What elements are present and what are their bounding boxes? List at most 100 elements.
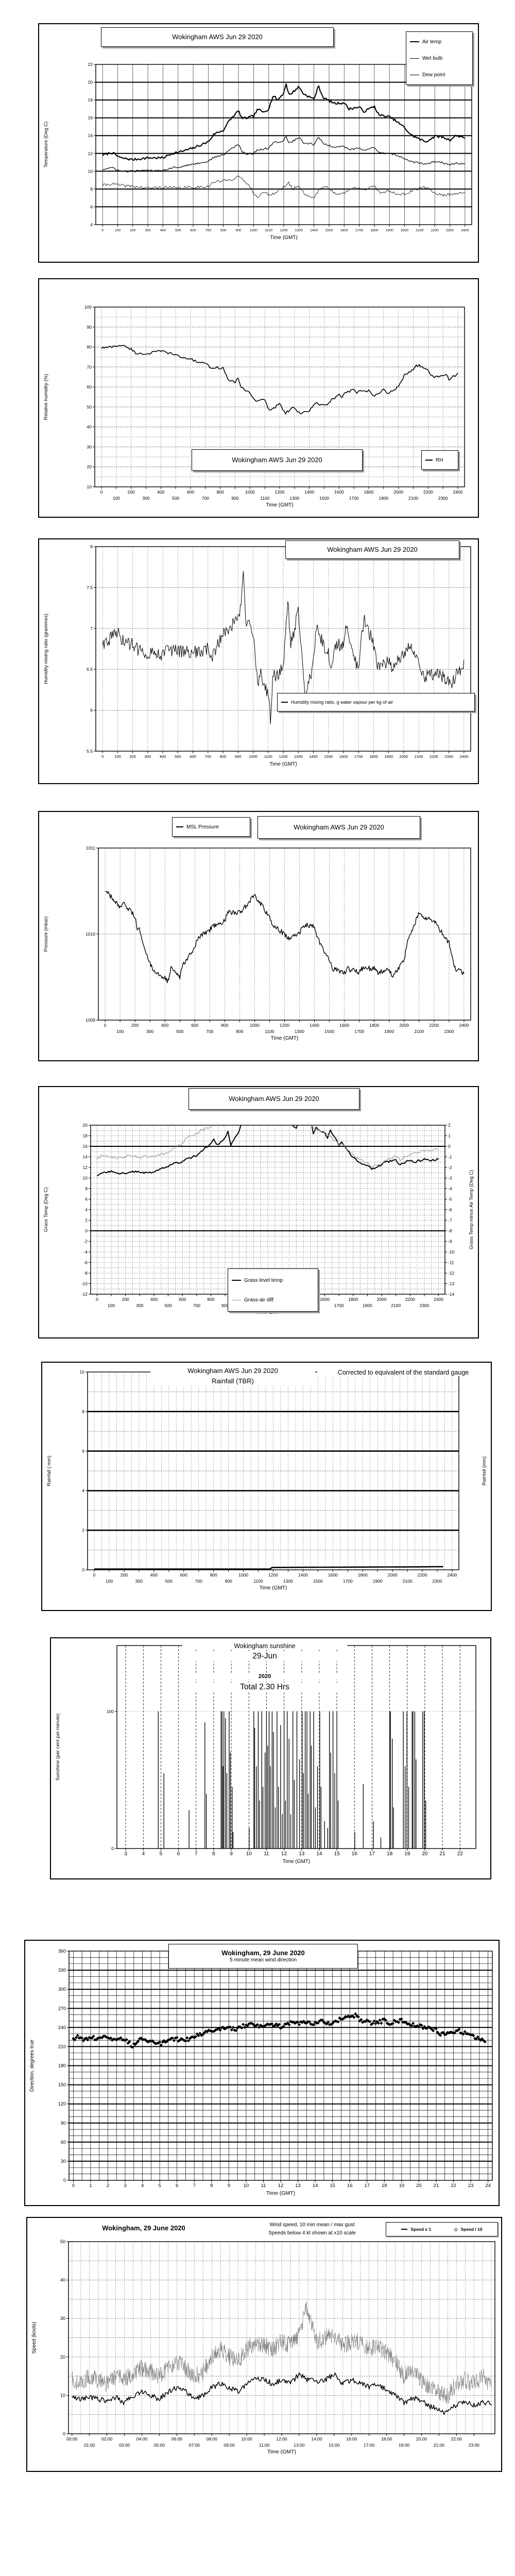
svg-text:18: 18 (387, 1851, 393, 1857)
svg-text:1300: 1300 (283, 1579, 293, 1584)
svg-text:800: 800 (220, 754, 227, 759)
svg-text:15:00: 15:00 (329, 2443, 340, 2448)
svg-text:14: 14 (83, 1155, 88, 1160)
svg-text:7: 7 (193, 2183, 196, 2189)
svg-text:100: 100 (106, 1579, 113, 1584)
svg-text:1700: 1700 (343, 1579, 353, 1584)
wind-direction-chart-panel: 0 1 2 3 4 5 6 7 8 9 10 11 12 13 14 15 16 17 18 19 20 21 22 23 24… (24, 1940, 500, 2206)
svg-text:16: 16 (88, 115, 93, 121)
svg-text:12: 12 (278, 2183, 284, 2189)
svg-text:1100: 1100 (265, 1029, 274, 1034)
svg-text:100: 100 (116, 1029, 124, 1034)
svg-text:02:00: 02:00 (101, 2436, 113, 2442)
svg-text:1009: 1009 (85, 1018, 95, 1023)
svg-text:6: 6 (177, 1851, 180, 1857)
svg-text:18:00: 18:00 (381, 2436, 392, 2442)
svg-text:4: 4 (82, 1488, 84, 1493)
svg-text:800: 800 (217, 489, 224, 495)
svg-text:21: 21 (434, 2183, 439, 2189)
svg-text:12:00: 12:00 (276, 2436, 287, 2442)
svg-text:2400: 2400 (434, 1297, 443, 1302)
air-temp-line-sample-icon (410, 41, 419, 42)
svg-text:100: 100 (107, 1709, 114, 1714)
svg-text:9: 9 (228, 2183, 230, 2189)
svg-text:23: 23 (468, 2183, 474, 2189)
svg-text:16: 16 (83, 1144, 88, 1149)
svg-text:20: 20 (416, 2183, 422, 2189)
legend-label: Dew point (422, 72, 445, 78)
svg-text:1200: 1200 (280, 1023, 289, 1028)
svg-text:6: 6 (85, 1197, 88, 1202)
svg-text:00:00: 00:00 (66, 2436, 78, 2442)
legend-label: Grass level temp (244, 1277, 283, 1283)
svg-text:1011: 1011 (86, 845, 96, 851)
svg-text:500: 500 (164, 1303, 171, 1308)
svg-text:300: 300 (145, 754, 151, 759)
svg-text:1300: 1300 (295, 229, 303, 232)
svg-text:1800: 1800 (364, 489, 374, 495)
svg-text:2300: 2300 (433, 1579, 442, 1584)
svg-text:90: 90 (61, 2121, 66, 2126)
svg-text:17:00: 17:00 (364, 2443, 375, 2448)
legend-label: Wet bulb (422, 55, 443, 61)
svg-text:1500: 1500 (319, 496, 329, 501)
svg-text:9: 9 (230, 1851, 233, 1857)
svg-text:4: 4 (141, 2183, 144, 2189)
legend: Grass level temp Grass-air diff (228, 1268, 318, 1312)
svg-text:-7: -7 (448, 1218, 452, 1223)
svg-text:2300: 2300 (444, 754, 453, 759)
legend-item: Grass-air diff (232, 1297, 314, 1303)
svg-text:600: 600 (187, 489, 194, 495)
svg-text:Time (GMT): Time (GMT) (283, 1859, 311, 1865)
svg-text:21: 21 (440, 1851, 446, 1857)
svg-text:16: 16 (352, 1851, 358, 1857)
svg-text:2000: 2000 (388, 1572, 398, 1578)
svg-text:Time (GMT): Time (GMT) (269, 761, 297, 767)
svg-text:Relative humidity (%): Relative humidity (%) (43, 374, 49, 420)
svg-text:5.5: 5.5 (87, 749, 93, 754)
svg-text:19: 19 (399, 2183, 405, 2189)
svg-text:1: 1 (89, 2183, 92, 2189)
svg-text:14: 14 (316, 1851, 322, 1857)
svg-text:40: 40 (60, 2278, 65, 2283)
svg-text:1200: 1200 (279, 754, 288, 759)
legend-item: ◇ Speed / 10 (454, 2227, 483, 2232)
svg-text:Direction, degrees true: Direction, degrees true (29, 2039, 35, 2092)
svg-text:500: 500 (176, 1029, 183, 1034)
svg-text:2300: 2300 (419, 1303, 429, 1308)
svg-text:7: 7 (90, 626, 93, 631)
svg-text:0: 0 (104, 1023, 107, 1028)
svg-text:1200: 1200 (275, 489, 285, 495)
svg-text:11:00: 11:00 (259, 2443, 270, 2448)
chart-title: Wokingham AWS Jun 29 2020 (327, 545, 418, 553)
legend-label: MSL Pressure (186, 824, 219, 830)
svg-text:1600: 1600 (334, 489, 344, 495)
svg-text:16:00: 16:00 (346, 2436, 357, 2442)
svg-text:1700: 1700 (355, 229, 363, 232)
svg-text:18: 18 (88, 97, 93, 103)
svg-text:-2: -2 (448, 1165, 452, 1170)
svg-text:1700: 1700 (349, 496, 359, 501)
svg-text:900: 900 (236, 1029, 243, 1034)
svg-text:330: 330 (58, 1968, 66, 1973)
svg-text:50: 50 (60, 2239, 65, 2244)
svg-text:18: 18 (382, 2183, 387, 2189)
svg-text:-12: -12 (81, 1292, 88, 1297)
svg-text:1500: 1500 (324, 1029, 334, 1034)
svg-text:Rainfall ( mm): Rainfall ( mm) (46, 1455, 52, 1486)
svg-text:500: 500 (175, 229, 181, 232)
svg-text:1300: 1300 (289, 496, 299, 501)
legend-item: Grass level temp (232, 1278, 314, 1283)
rainfall-chart-panel: 0 100 200 300 400 500 600 700 800 900 1000 1100 1200… (41, 1362, 492, 1611)
svg-text:1600: 1600 (340, 229, 348, 232)
svg-text:Pressure (mbar): Pressure (mbar) (43, 917, 49, 952)
svg-text:6: 6 (176, 2183, 178, 2189)
legend-item: Air temp (410, 39, 469, 45)
svg-text:1800: 1800 (370, 229, 378, 232)
svg-text:0: 0 (72, 2183, 75, 2189)
svg-text:05:00: 05:00 (154, 2443, 165, 2448)
air-temperature-chart-panel: 0 100 200 300 400 500 600 700 800 900 1000 1100 1200… (38, 23, 479, 263)
svg-text:2200: 2200 (423, 489, 433, 495)
svg-text:01:00: 01:00 (84, 2443, 95, 2448)
svg-text:1400: 1400 (310, 229, 318, 232)
